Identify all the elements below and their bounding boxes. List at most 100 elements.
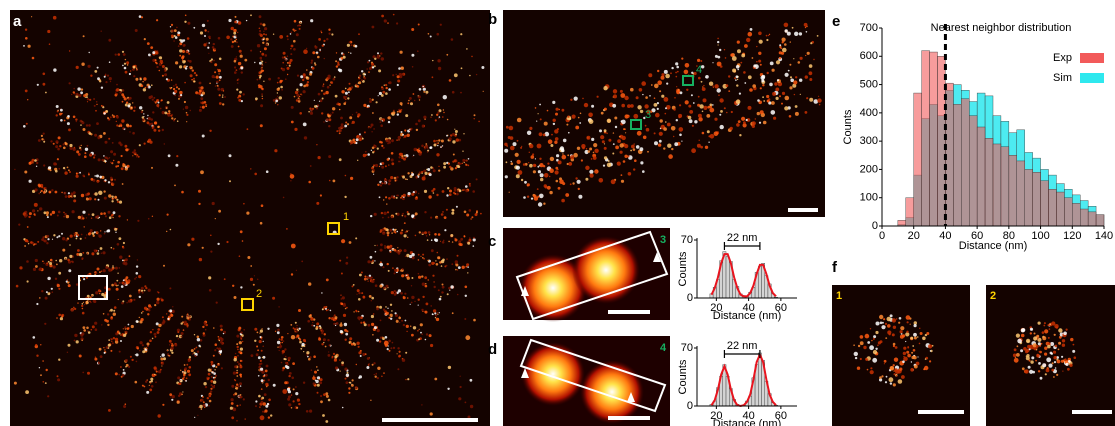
localization bbox=[206, 42, 208, 44]
localization bbox=[184, 101, 186, 103]
localization bbox=[55, 140, 58, 143]
localization bbox=[381, 162, 384, 165]
localization bbox=[136, 154, 138, 156]
localization bbox=[1055, 345, 1058, 348]
localization bbox=[550, 144, 553, 147]
localization bbox=[612, 104, 616, 108]
localization bbox=[233, 32, 236, 35]
localization bbox=[456, 206, 458, 208]
localization bbox=[1068, 360, 1071, 363]
localization bbox=[456, 160, 458, 162]
localization bbox=[119, 351, 121, 353]
localization bbox=[379, 196, 381, 198]
localization bbox=[100, 230, 101, 231]
localization bbox=[243, 203, 245, 205]
localization bbox=[785, 29, 788, 32]
localization bbox=[261, 401, 264, 404]
localization bbox=[113, 248, 115, 250]
localization bbox=[138, 275, 141, 278]
localization bbox=[769, 83, 773, 87]
localization bbox=[172, 395, 175, 398]
localization bbox=[204, 29, 206, 31]
localization bbox=[119, 237, 122, 240]
localization bbox=[51, 189, 53, 191]
localization bbox=[76, 121, 77, 122]
localization bbox=[335, 366, 338, 369]
localization bbox=[215, 218, 216, 219]
localization bbox=[634, 143, 635, 144]
localization bbox=[333, 319, 334, 320]
localization bbox=[76, 340, 79, 343]
localization bbox=[55, 191, 58, 194]
localization bbox=[873, 335, 876, 338]
localization bbox=[52, 291, 54, 293]
localization bbox=[353, 311, 354, 312]
localization bbox=[599, 178, 604, 183]
localization bbox=[469, 237, 471, 239]
y-tick-label: 400 bbox=[860, 107, 878, 119]
localization bbox=[94, 105, 96, 107]
localization bbox=[870, 370, 874, 374]
localization bbox=[900, 326, 904, 330]
localization bbox=[405, 379, 406, 380]
localization bbox=[789, 86, 792, 89]
localization bbox=[323, 40, 325, 42]
localization bbox=[1038, 362, 1041, 365]
localization bbox=[147, 121, 150, 124]
localization bbox=[676, 86, 677, 87]
localization bbox=[358, 346, 360, 348]
localization bbox=[377, 54, 380, 57]
localization bbox=[124, 262, 127, 265]
localization bbox=[116, 121, 117, 122]
localization bbox=[553, 119, 556, 122]
localization bbox=[35, 344, 37, 346]
localization bbox=[214, 77, 216, 79]
localization bbox=[329, 33, 331, 35]
localization bbox=[348, 91, 350, 93]
localization bbox=[593, 152, 595, 154]
localization bbox=[36, 355, 38, 357]
localization bbox=[655, 113, 660, 118]
localization bbox=[347, 89, 349, 91]
roi-label: 2 bbox=[990, 290, 996, 302]
localization bbox=[122, 183, 124, 185]
localization bbox=[441, 265, 443, 267]
localization bbox=[303, 90, 306, 93]
localization bbox=[117, 273, 118, 274]
localization bbox=[25, 239, 28, 242]
localization bbox=[593, 156, 597, 160]
localization bbox=[558, 187, 561, 190]
localization bbox=[283, 52, 286, 55]
localization bbox=[736, 84, 738, 86]
localization bbox=[52, 239, 53, 240]
localization bbox=[373, 174, 374, 175]
localization bbox=[307, 356, 309, 358]
localization bbox=[91, 218, 92, 219]
localization bbox=[604, 129, 607, 132]
localization bbox=[161, 365, 162, 366]
localization bbox=[393, 14, 395, 16]
localization bbox=[187, 313, 188, 314]
localization bbox=[388, 217, 390, 219]
localization bbox=[133, 110, 135, 112]
localization bbox=[86, 96, 88, 98]
localization bbox=[923, 368, 925, 370]
localization bbox=[405, 156, 407, 158]
localization bbox=[714, 131, 719, 136]
localization bbox=[772, 92, 776, 96]
localization bbox=[442, 190, 445, 193]
localization bbox=[665, 74, 670, 79]
localization bbox=[208, 42, 210, 44]
localization bbox=[298, 99, 300, 101]
localization bbox=[910, 368, 914, 372]
localization bbox=[561, 199, 565, 203]
localization bbox=[29, 180, 32, 183]
localization bbox=[365, 151, 367, 153]
localization bbox=[185, 106, 188, 109]
localization bbox=[65, 195, 68, 198]
localization bbox=[223, 333, 224, 334]
localization bbox=[290, 48, 291, 49]
localization bbox=[562, 153, 563, 154]
localization bbox=[212, 363, 214, 365]
localization bbox=[790, 76, 792, 78]
